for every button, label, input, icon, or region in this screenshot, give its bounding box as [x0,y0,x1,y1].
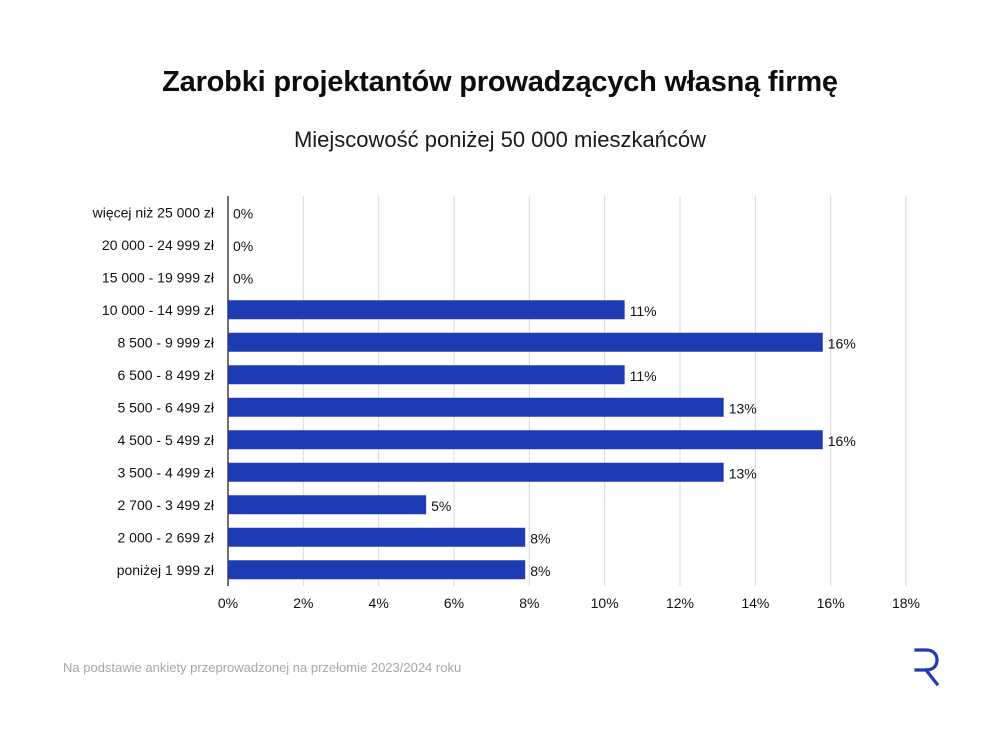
bar [228,462,724,482]
chart-subtitle: Miejscowość poniżej 50 000 mieszkańców [293,127,707,152]
x-tick-label: 8% [519,595,539,611]
x-tick-label: 16% [817,595,845,611]
category-label: 5 500 - 6 499 zł [117,399,214,415]
data-label: 5% [431,498,451,514]
category-label: więcej niż 25 000 zł [92,204,215,220]
data-label: 16% [828,433,856,449]
category-label: poniżej 1 999 zł [117,562,215,578]
chart-title: Zarobki projektantów prowadzących własną… [162,66,838,98]
x-tick-label: 0% [218,595,238,611]
data-label: 11% [630,303,657,319]
data-label: 8% [530,530,550,546]
data-label: 13% [729,400,757,416]
r-logo-icon [914,648,940,686]
bar [228,332,823,352]
footnote: Na podstawie ankiety przeprowadzonej na … [63,660,462,675]
category-label: 15 000 - 19 999 zł [102,269,215,285]
category-label: 8 500 - 9 999 zł [117,334,214,350]
bars [228,300,823,580]
x-tick-label: 18% [892,595,920,611]
bar [228,365,625,385]
x-tick-label: 12% [666,595,694,611]
category-label: 20 000 - 24 999 zł [102,237,215,253]
bar [228,560,526,580]
data-label: 11% [630,368,657,384]
category-label: 2 700 - 3 499 zł [117,497,214,513]
bar [228,300,625,320]
bar [228,527,526,547]
x-tick-label: 4% [369,595,389,611]
category-label: 6 500 - 8 499 zł [117,367,214,383]
x-tick-label: 10% [591,595,619,611]
x-tick-label: 14% [741,595,769,611]
x-tick-label: 2% [293,595,313,611]
data-label: 13% [729,465,757,481]
bar [228,397,724,417]
data-label: 0% [233,238,253,254]
labels: 0% 2% 4% 6% 8% 10% 12% 14% 16% 18% więcej niż 25 0… [92,204,920,611]
data-label: 8% [530,563,550,579]
data-label: 0% [233,205,253,221]
category-label: 3 500 - 4 499 zł [117,464,214,480]
category-label: 4 500 - 5 499 zł [117,432,214,448]
category-label: 2 000 - 2 699 zł [117,529,214,545]
x-tick-label: 6% [444,595,464,611]
bar [228,495,427,515]
gridlines [227,196,907,586]
bar [228,430,823,450]
data-label: 0% [233,270,253,286]
data-label: 16% [828,335,856,351]
category-label: 10 000 - 14 999 zł [102,302,215,318]
